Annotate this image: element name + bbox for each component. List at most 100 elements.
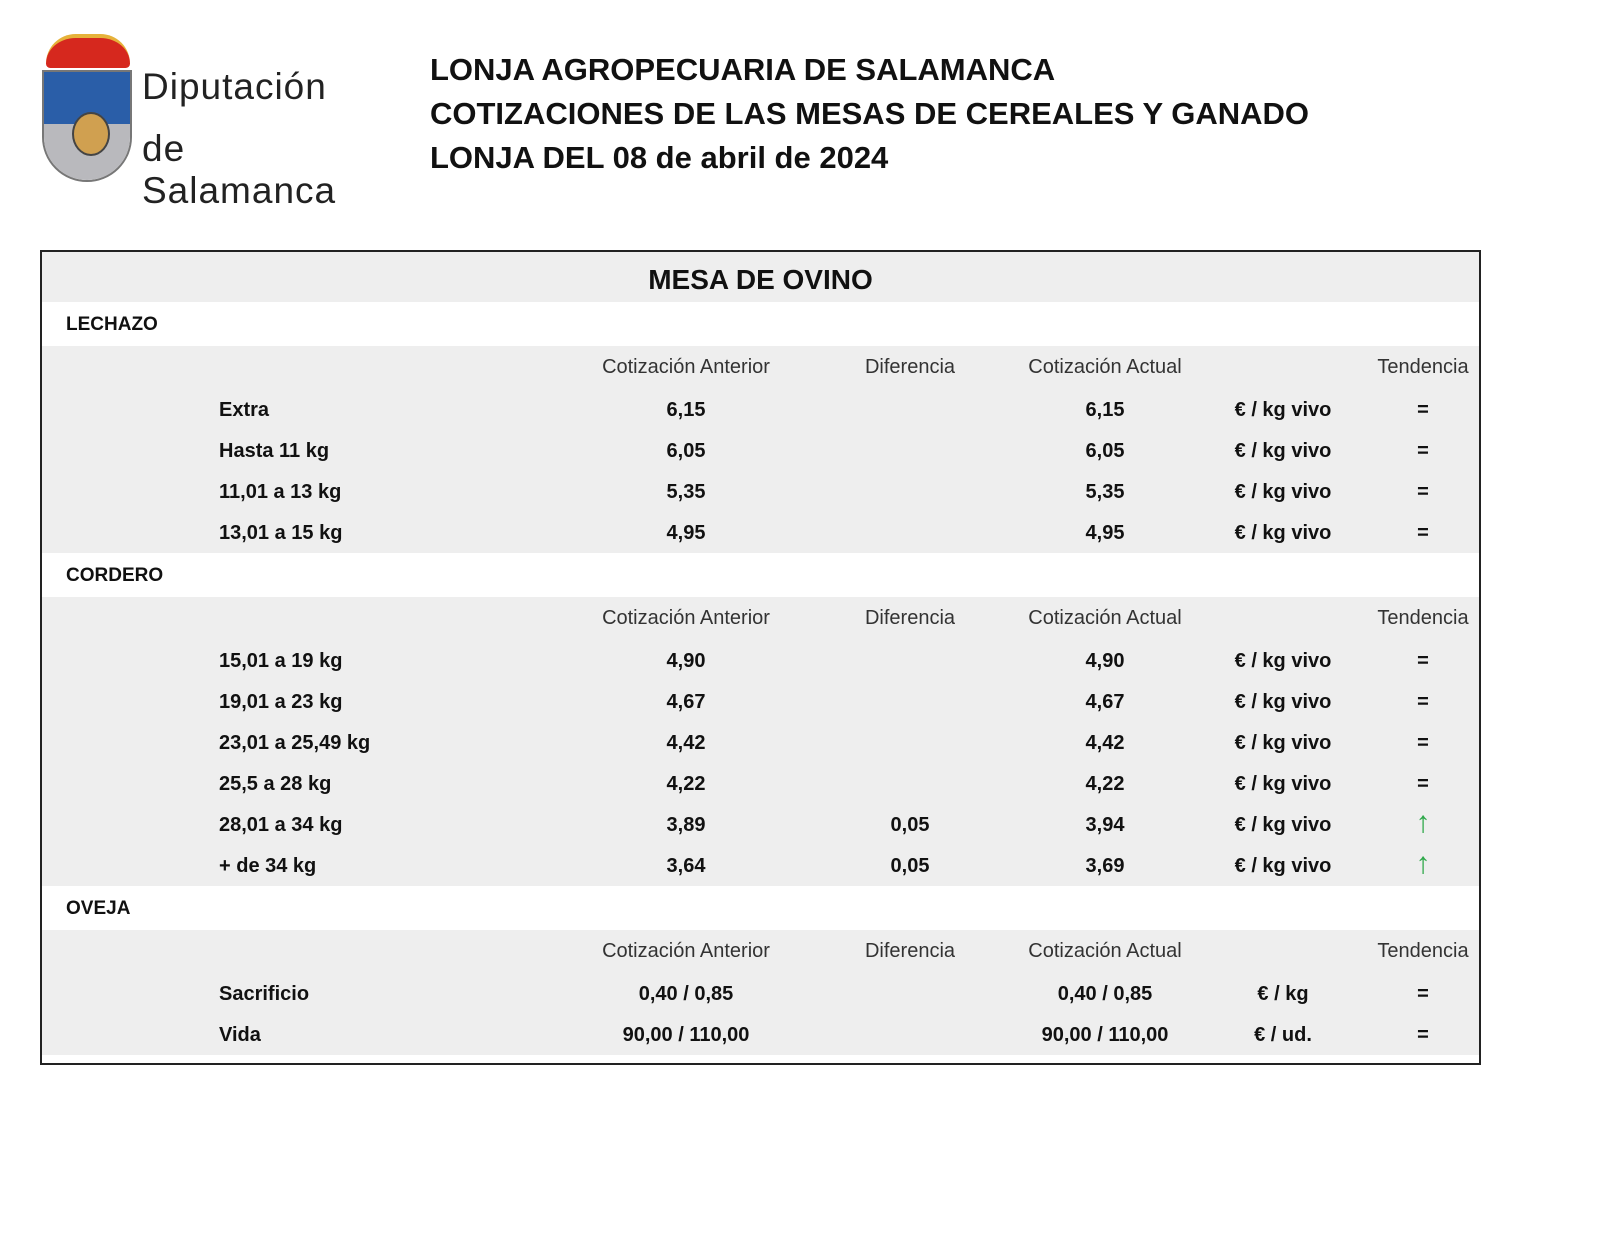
- logo-text-line1: Diputación: [142, 66, 327, 107]
- row-label: Vida: [219, 1024, 261, 1046]
- table-row: Sacrificio 0,40 / 0,85 0,40 / 0,85 € / kg =: [42, 973, 1479, 1014]
- row-label: Extra: [219, 399, 270, 421]
- section-title: CORDERO: [42, 553, 1479, 597]
- column-header-row: Cotización Anterior Diferencia Cotización …: [42, 930, 1479, 973]
- unit: € / kg vivo: [1234, 399, 1332, 421]
- row-label: 28,01 a 34 kg: [219, 814, 343, 836]
- diputacion-logo: Diputación de Salamanca: [40, 24, 370, 211]
- column-header: Cotización Anterior: [602, 607, 770, 629]
- table-title: MESA DE OVINO: [42, 252, 1479, 302]
- cotizacion-anterior: 6,15: [666, 399, 706, 421]
- table-row: 11,01 a 13 kg 5,35 5,35 € / kg vivo =: [42, 471, 1479, 512]
- table-body: LECHAZO Cotización Anterior Diferencia Coti…: [42, 302, 1479, 1055]
- unit: € / kg vivo: [1234, 440, 1332, 462]
- row-label: 19,01 a 23 kg: [219, 691, 343, 713]
- row-label: + de 34 kg: [219, 855, 317, 877]
- cotizacion-actual: 5,35: [1085, 481, 1125, 503]
- up-arrow-icon: ↑: [1415, 847, 1431, 880]
- column-header: Diferencia: [864, 356, 956, 378]
- table-row: Vida 90,00 / 110,00 90,00 / 110,00 € / ud. =: [42, 1014, 1479, 1055]
- row-label: 23,01 a 25,49 kg: [219, 732, 371, 754]
- row-label: 25,5 a 28 kg: [219, 773, 332, 795]
- document-header: LONJA AGROPECUARIA DE SALAMANCA COTIZACI…: [430, 48, 1309, 180]
- cotizacion-anterior: 6,05: [666, 440, 706, 462]
- unit: € / kg vivo: [1234, 773, 1332, 795]
- cotizacion-actual: 90,00 / 110,00: [1041, 1024, 1169, 1046]
- column-header: Cotización Actual: [1028, 356, 1182, 378]
- column-header: Cotización Actual: [1028, 607, 1182, 629]
- unit: € / kg vivo: [1234, 650, 1332, 672]
- table-row: Hasta 11 kg 6,05 6,05 € / kg vivo =: [42, 430, 1479, 471]
- table-row: 25,5 a 28 kg 4,22 4,22 € / kg vivo =: [42, 763, 1479, 804]
- cotizacion-actual: 4,95: [1085, 522, 1125, 544]
- column-header: Diferencia: [864, 940, 956, 962]
- cotizacion-anterior: 4,90: [666, 650, 706, 672]
- column-header: Cotización Actual: [1028, 940, 1182, 962]
- table-row: 13,01 a 15 kg 4,95 4,95 € / kg vivo =: [42, 512, 1479, 553]
- diferencia: 0,05: [890, 814, 930, 836]
- section-title: LECHAZO: [42, 302, 1479, 346]
- cotizacion-actual: 4,67: [1085, 691, 1125, 713]
- cotizacion-actual: 6,05: [1085, 440, 1125, 462]
- unit: € / kg vivo: [1234, 481, 1332, 503]
- cotizacion-anterior: 5,35: [666, 481, 706, 503]
- column-header: Tendencia: [1377, 940, 1469, 962]
- header-line3: LONJA DEL 08 de abril de 2024: [430, 140, 889, 175]
- row-label: 15,01 a 19 kg: [219, 650, 343, 672]
- section-title: OVEJA: [42, 886, 1479, 930]
- tendencia: =: [1417, 650, 1429, 672]
- table-row: 19,01 a 23 kg 4,67 4,67 € / kg vivo =: [42, 681, 1479, 722]
- column-header-row: Cotización Anterior Diferencia Cotización …: [42, 597, 1479, 640]
- tendencia: =: [1417, 399, 1429, 421]
- unit: € / kg vivo: [1234, 732, 1332, 754]
- column-header: Diferencia: [864, 607, 956, 629]
- cotizacion-actual: 3,94: [1085, 814, 1125, 836]
- row-label: 13,01 a 15 kg: [219, 522, 343, 544]
- cotizacion-actual: 4,42: [1085, 732, 1125, 754]
- column-header: Cotización Anterior: [602, 940, 770, 962]
- coat-of-arms-icon: [42, 70, 132, 182]
- cotizacion-anterior: 4,95: [666, 522, 706, 544]
- cotizacion-actual: 6,15: [1085, 399, 1125, 421]
- logo-text-line2: de Salamanca: [142, 128, 337, 211]
- cotizacion-actual: 3,69: [1085, 855, 1125, 877]
- tendencia: =: [1417, 1024, 1429, 1046]
- tendencia: =: [1417, 481, 1429, 503]
- column-header: Tendencia: [1377, 356, 1469, 378]
- unit: € / kg vivo: [1234, 522, 1332, 544]
- column-header: Tendencia: [1377, 607, 1469, 629]
- header-line1: LONJA AGROPECUARIA DE SALAMANCA: [430, 52, 1056, 87]
- cotizacion-anterior: 3,89: [666, 814, 706, 836]
- table-row: Extra 6,15 6,15 € / kg vivo =: [42, 389, 1479, 430]
- tendencia: =: [1417, 440, 1429, 462]
- cotizacion-anterior: 4,22: [666, 773, 706, 795]
- unit: € / kg vivo: [1234, 691, 1332, 713]
- cotizacion-actual: 4,90: [1085, 650, 1125, 672]
- tendencia: =: [1417, 522, 1429, 544]
- table-row: 15,01 a 19 kg 4,90 4,90 € / kg vivo =: [42, 640, 1479, 681]
- cotizacion-anterior: 4,42: [666, 732, 706, 754]
- price-table: MESA DE OVINO LECHAZO Cotización Anterior…: [40, 250, 1481, 1065]
- section-group: Cotización Anterior Diferencia Cotización …: [42, 930, 1479, 1055]
- tendencia: =: [1417, 732, 1429, 754]
- column-header: Cotización Anterior: [602, 356, 770, 378]
- section-group: Cotización Anterior Diferencia Cotización …: [42, 597, 1479, 886]
- header-line2: COTIZACIONES DE LAS MESAS DE CEREALES Y …: [430, 96, 1310, 131]
- row-label: 11,01 a 13 kg: [219, 481, 342, 503]
- section-group: Cotización Anterior Diferencia Cotización …: [42, 346, 1479, 553]
- unit: € / kg: [1257, 983, 1309, 1005]
- table-row: 28,01 a 34 kg 3,89 0,05 3,94 € / kg vivo ↑: [42, 804, 1479, 845]
- cotizacion-actual: 4,22: [1085, 773, 1125, 795]
- cotizacion-anterior: 0,40 / 0,85: [638, 983, 734, 1005]
- unit: € / kg vivo: [1234, 855, 1332, 877]
- table-row: 23,01 a 25,49 kg 4,42 4,42 € / kg vivo =: [42, 722, 1479, 763]
- table-row: + de 34 kg 3,64 0,05 3,69 € / kg vivo ↑: [42, 845, 1479, 886]
- diferencia: 0,05: [890, 855, 930, 877]
- tendencia: =: [1417, 983, 1429, 1005]
- cotizacion-actual: 0,40 / 0,85: [1057, 983, 1153, 1005]
- row-label: Sacrificio: [219, 983, 310, 1005]
- column-header-row: Cotización Anterior Diferencia Cotización …: [42, 346, 1479, 389]
- cotizacion-anterior: 4,67: [666, 691, 706, 713]
- unit: € / ud.: [1254, 1024, 1312, 1046]
- unit: € / kg vivo: [1234, 814, 1332, 836]
